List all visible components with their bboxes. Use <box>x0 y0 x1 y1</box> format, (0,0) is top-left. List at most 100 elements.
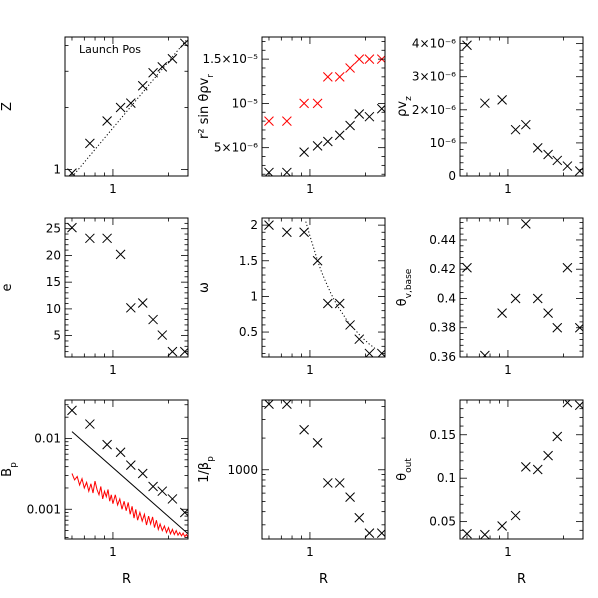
panel-omega: 1 0.5 1 1.5 2 ω <box>197 217 386 377</box>
ytick-label-rhovz-4: 4×10⁻⁶ <box>412 37 456 51</box>
point-theta_out-s0-7 <box>552 431 563 442</box>
point-beta-s0-7 <box>354 512 365 523</box>
ytick-label-rhovz-2: 2×10⁻⁶ <box>412 103 456 117</box>
point-Bp-s0-3 <box>115 447 126 458</box>
point-e-s0-3 <box>115 249 126 260</box>
ylabel-e: e <box>0 284 15 292</box>
point-beta-s0-6 <box>345 492 355 502</box>
ytick-label-theta_out-1: 0.1 <box>437 471 456 485</box>
frame-rvr <box>261 36 386 177</box>
frame-theta_base <box>459 217 584 358</box>
ticks-Bp <box>65 400 188 539</box>
point-e-s0-6 <box>148 314 158 325</box>
point-rhovz-s0-5 <box>532 143 543 153</box>
point-omega-s0-7 <box>354 334 365 345</box>
plot-area-Bp <box>67 405 188 538</box>
ytick-label-theta_base-4: 0.44 <box>429 233 456 247</box>
ytick-label-beta-0: 1000 <box>227 463 258 477</box>
point-rhovz-s0-8 <box>562 161 573 171</box>
point-theta_out-s0-2 <box>497 521 507 531</box>
frame-theta_out <box>459 399 584 540</box>
point-rvr-s1-7 <box>354 54 365 64</box>
point-theta_base-s0-2 <box>497 308 507 318</box>
ytick-label-omega-0: 0.5 <box>239 325 258 339</box>
panel-rvr: 1 5×10⁻⁶ 10⁻⁵ 1.5×10⁻⁵ r² sin θρvr <box>197 36 386 196</box>
point-rvr-s1-6 <box>345 63 355 73</box>
xtick-label-rhovz-0: 1 <box>504 182 512 196</box>
ticks-rvr <box>262 37 385 176</box>
point-theta_base-s0-6 <box>543 308 553 318</box>
point-Z-s0-2 <box>102 116 112 126</box>
point-Z-s0-7 <box>157 62 168 72</box>
panel-beta: 1 1000 R 1/βp <box>197 399 386 587</box>
point-Bp-s0-6 <box>148 481 158 492</box>
xlabel-Bp: R <box>122 572 131 587</box>
point-beta-s0-3 <box>312 438 323 448</box>
point-beta-s0-5 <box>334 478 345 488</box>
point-Bp-s0-4 <box>125 460 136 471</box>
point-omega-s0-8 <box>364 348 375 357</box>
point-Z-s0-4 <box>125 98 136 109</box>
curve-Bp-1 <box>71 473 188 538</box>
plot-area-Z <box>67 38 188 176</box>
point-rhovz-s0-0 <box>462 40 472 51</box>
ylabel-rhovz: ρvz <box>395 96 414 117</box>
ytick-label-rhovz-3: 3×10⁻⁶ <box>412 70 456 84</box>
point-rhovz-s0-6 <box>543 149 553 160</box>
point-rvr-s0-2 <box>299 147 309 157</box>
point-theta_base-s0-1 <box>480 350 490 357</box>
ytick-label-rhovz-1: 10⁻⁶ <box>430 136 457 150</box>
annotation-Z: Launch Pos <box>79 43 141 56</box>
ytick-label-e-1: 10 <box>46 302 61 316</box>
ylabel-beta: 1/βp <box>197 456 216 483</box>
point-omega-s0-1 <box>282 227 292 238</box>
point-theta_base-s0-7 <box>552 322 563 333</box>
ytick-label-rhovz-0: 0 <box>448 169 456 183</box>
point-rvr-s0-3 <box>312 141 323 151</box>
point-Z-s0-6 <box>148 67 158 78</box>
frame-rhovz <box>459 36 584 177</box>
ytick-label-rvr-1: 10⁻⁵ <box>232 96 259 110</box>
xtick-label-beta-0: 1 <box>306 545 314 559</box>
ylabel-Z: Z <box>0 102 15 111</box>
plot-area-rvr <box>264 54 385 176</box>
ytick-label-Z-0: 1 <box>53 163 61 177</box>
ytick-label-rvr-2: 1.5×10⁻⁵ <box>202 52 258 66</box>
point-rvr-s1-5 <box>334 71 345 82</box>
plot-area-e <box>67 222 188 357</box>
frame-Z <box>64 36 189 177</box>
point-omega-s0-4 <box>322 298 333 309</box>
point-omega-s0-3 <box>312 255 323 266</box>
point-e-s0-7 <box>157 330 168 340</box>
point-theta_out-s0-6 <box>543 450 553 461</box>
panel-Z: 1 1 Z Launch Pos <box>0 36 189 196</box>
point-theta_base-s0-8 <box>562 262 573 273</box>
point-theta_base-s0-5 <box>532 293 543 304</box>
xtick-label-rvr-0: 1 <box>306 182 314 196</box>
point-theta_base-s0-0 <box>462 262 472 273</box>
point-rvr-s0-5 <box>334 130 345 141</box>
point-Z-s0-3 <box>115 102 126 113</box>
xtick-label-Z-0: 1 <box>109 182 117 196</box>
point-Z-s0-1 <box>85 138 95 149</box>
ticks-Z <box>65 37 188 176</box>
point-rvr-s0-4 <box>322 136 333 147</box>
point-rvr-s1-4 <box>322 71 333 82</box>
point-rhovz-s0-4 <box>520 119 531 130</box>
point-theta_out-s0-3 <box>510 510 521 521</box>
point-e-s0-2 <box>102 233 112 244</box>
ytick-label-Bp-1: 0.01 <box>34 432 61 446</box>
point-beta-s0-0 <box>264 400 274 410</box>
point-beta-s0-8 <box>364 528 375 539</box>
point-Bp-s0-2 <box>102 439 112 450</box>
point-theta_out-s0-5 <box>532 464 543 475</box>
point-beta-s0-1 <box>282 400 292 410</box>
ytick-label-Bp-0: 0.001 <box>27 502 61 516</box>
point-rvr-s1-8 <box>364 54 375 64</box>
point-rvr-s0-8 <box>364 111 375 122</box>
panel-rhovz: 1 0 10⁻⁶ 2×10⁻⁶ 3×10⁻⁶ 4×10⁻⁶ ρvz <box>395 36 584 196</box>
point-omega-s0-5 <box>334 298 345 309</box>
point-rhovz-s0-1 <box>480 98 490 109</box>
